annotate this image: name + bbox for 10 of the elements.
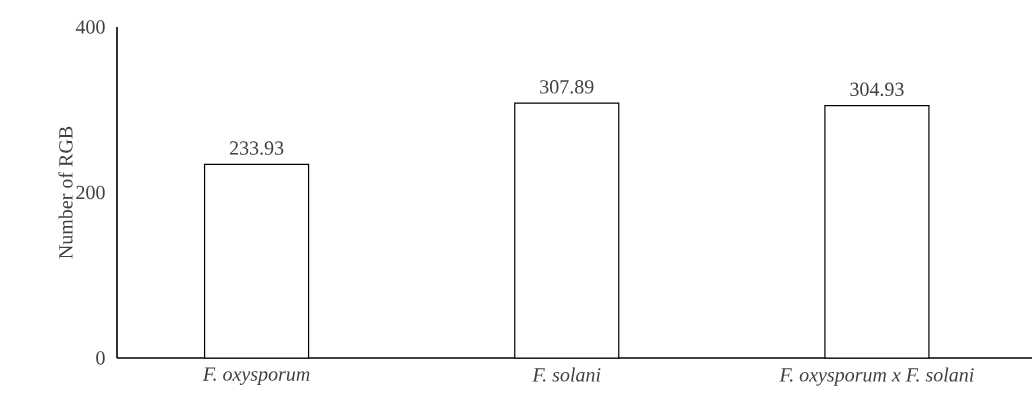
- x-tick-label: F. oxysporum: [202, 367, 310, 385]
- y-axis-title: Number of RGB: [58, 126, 73, 259]
- data-label: 307.89: [540, 80, 594, 94]
- data-label: 304.93: [850, 82, 904, 97]
- y-tick-label: 0: [96, 351, 105, 365]
- x-tick-label: F. oxysporum x F. solani: [779, 367, 974, 386]
- x-tick-label: F. solani: [532, 367, 601, 382]
- y-tick-label: 400: [75, 20, 105, 34]
- data-label: 233.93: [229, 141, 284, 155]
- y-tick-label: 200: [76, 185, 105, 200]
